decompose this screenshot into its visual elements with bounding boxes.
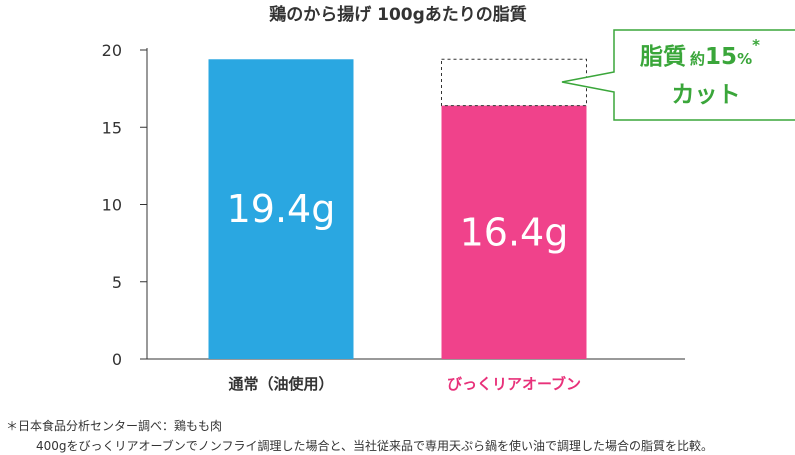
callout-line2: カット [672, 82, 741, 108]
y-tick-label: 0 [112, 350, 122, 369]
callout-box [561, 29, 795, 121]
bar-value-label: 19.4g [227, 187, 336, 231]
y-tick-label: 10 [102, 196, 122, 215]
footnote-line-1: ＊日本食品分析センター調べ：鶏もも肉 [6, 419, 223, 433]
callout-percent-number: 15 [705, 44, 737, 70]
y-tick-label: 20 [102, 41, 122, 60]
footnote-line-2: 400gをびっくリアオーブンでノンフライ調理した場合と、当社従来品で専用天ぷら鍋… [36, 439, 713, 453]
y-tick-label: 15 [102, 118, 122, 137]
chart-title: 鶏のから揚げ 100gあたりの脂質 [269, 4, 527, 25]
bars: 19.4g 通常（油使用） 16.4g びっくリアオーブン [208, 58, 587, 393]
callout-fat-text: 脂質 [640, 44, 686, 70]
callout-asterisk: * [752, 36, 760, 54]
bar-value-label: 16.4g [460, 210, 569, 254]
y-axis-ticks: 0 5 10 15 20 [102, 41, 147, 369]
category-label: 通常（油使用） [228, 375, 333, 393]
callout-percent-unit: % [737, 50, 752, 68]
callout-line1: 脂質 約15%* [640, 36, 760, 70]
y-tick-label: 5 [112, 273, 122, 292]
bar [208, 59, 354, 360]
fat-cut-callout: 脂質 約15%* カット [561, 29, 795, 121]
bar [441, 105, 587, 360]
callout-approx-text: 約 [690, 50, 705, 68]
category-label: びっくリアオーブン [447, 375, 581, 393]
